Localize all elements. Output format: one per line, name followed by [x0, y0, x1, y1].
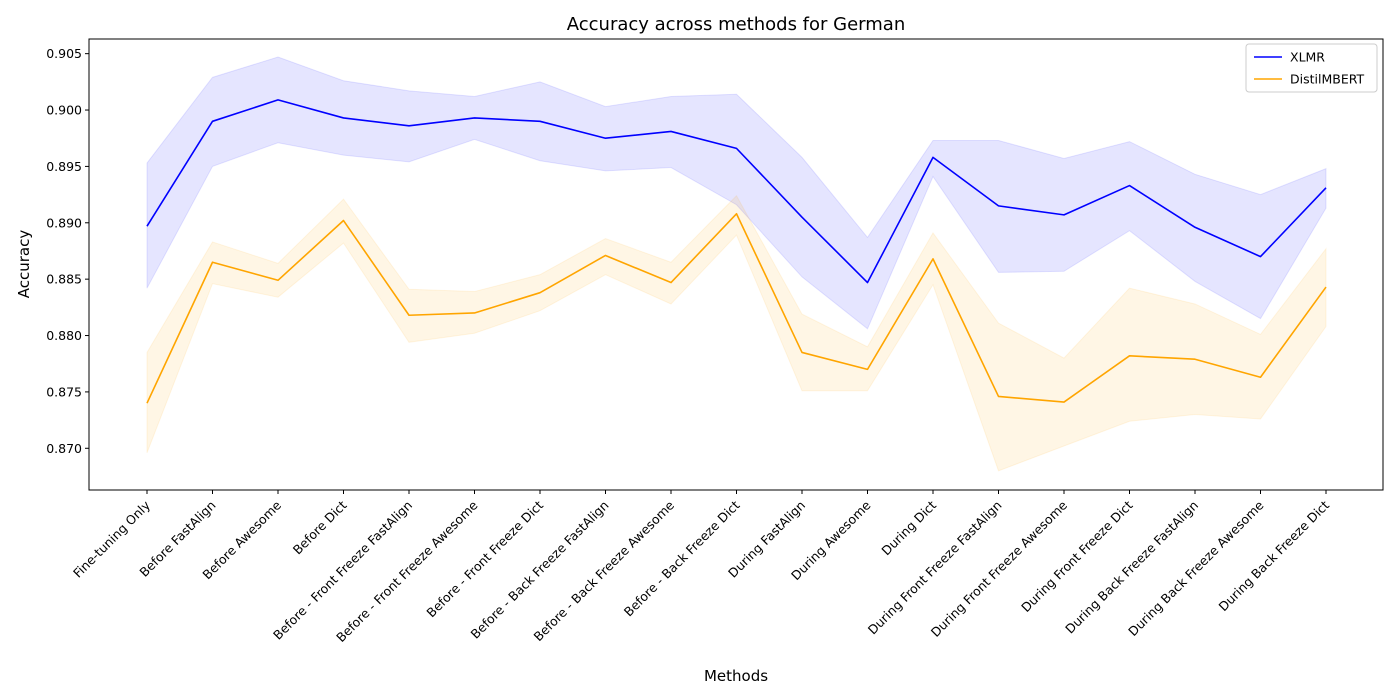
confidence-band-0 — [146, 56, 1327, 330]
x-axis-label: Methods — [704, 667, 768, 685]
y-tick-label: 0.890 — [46, 215, 82, 230]
x-tick-label: During Dict — [878, 497, 939, 558]
x-tick-label: Before - Back Freeze Dict — [621, 497, 743, 619]
y-tick-label: 0.900 — [46, 103, 82, 118]
y-axis-label: Accuracy — [15, 230, 33, 299]
legend-box — [1245, 43, 1378, 93]
y-tick-label: 0.875 — [46, 384, 82, 399]
y-tick-label: 0.880 — [46, 328, 82, 343]
x-tick-label: Before - Front Freeze Dict — [423, 497, 546, 620]
x-tick-label: Before - Back Freeze FastAlign — [467, 498, 611, 642]
legend-label-0: XLMR — [1290, 50, 1325, 65]
series-lines — [146, 99, 1327, 404]
y-tick-label: 0.905 — [46, 46, 82, 61]
y-tick-label: 0.870 — [46, 441, 82, 456]
x-tick-label: During Front Freeze Awesome — [928, 497, 1071, 640]
y-tick-label: 0.885 — [46, 272, 82, 287]
confidence-bands — [146, 56, 1327, 472]
legend-label-1: DistilMBERT — [1290, 72, 1364, 87]
y-tick-label: 0.895 — [46, 159, 82, 174]
x-tick-label: During Back Freeze Awesome — [1125, 497, 1267, 639]
series-line-1 — [146, 212, 1327, 404]
x-tick-label: During Front Freeze Dict — [1018, 497, 1136, 615]
x-tick-label: During Front Freeze FastAlign — [865, 498, 1005, 638]
series-line-0 — [146, 99, 1327, 284]
x-tick-label: Before - Back Freeze Awesome — [530, 497, 677, 644]
confidence-band-1 — [146, 194, 1327, 472]
x-tick-label: Before - Front Freeze FastAlign — [270, 498, 415, 643]
legend: XLMR DistilMBERT — [1245, 43, 1378, 93]
x-tick-label: Before Dict — [290, 497, 350, 557]
y-axis: 0.870 0.875 0.880 0.885 0.890 0.895 0.900 0.905 — [46, 46, 89, 456]
x-tick-label: Before - Front Freeze Awesome — [333, 497, 481, 645]
x-tick-label: During Back Freeze Dict — [1215, 497, 1332, 614]
chart-title: Accuracy across methods for German — [567, 14, 905, 35]
x-tick-label: During Back Freeze FastAlign — [1062, 498, 1201, 637]
